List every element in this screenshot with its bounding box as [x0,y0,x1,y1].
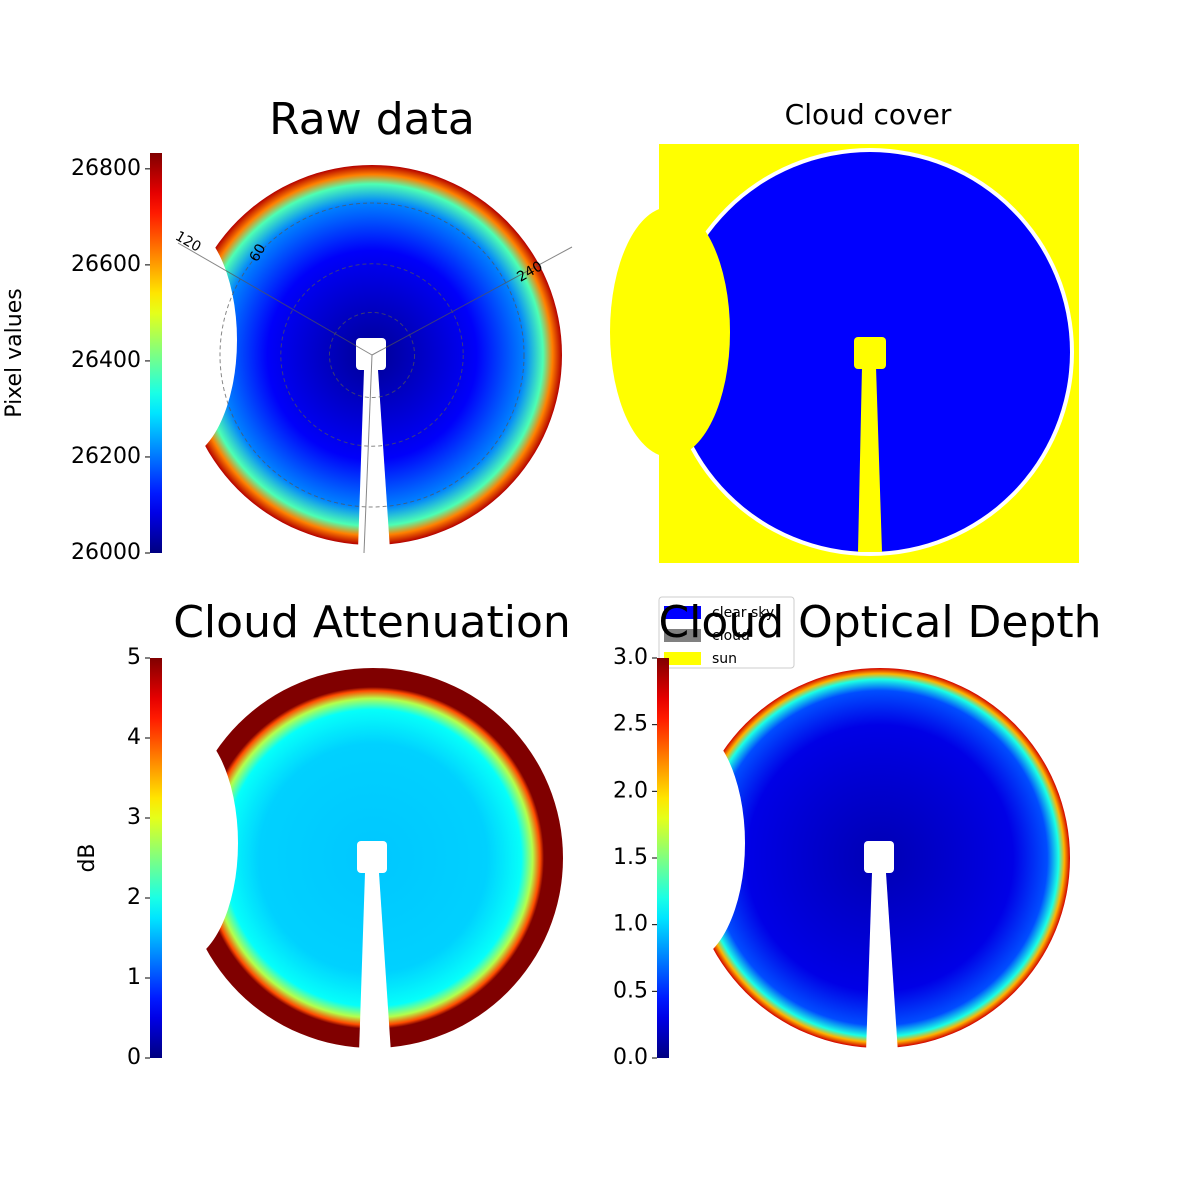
colorbar-tick-label: 3.0 [613,645,648,670]
colorbar-label: dB [75,843,100,872]
obstruction [625,723,745,963]
colorbar-label: Pixel values [2,288,27,417]
colorbar-tick-label: 1.0 [613,912,648,937]
colorbar-tick-label: 2.5 [613,712,648,737]
colorbar-tick-label: 1 [127,965,141,990]
polar-ray [177,242,373,356]
sun-post [858,367,882,552]
polar-circle [280,263,464,447]
colorbar-tick-label: 0 [127,1045,141,1070]
legend-label: cloud [712,628,750,644]
sky-image [625,668,1070,1053]
camera-post [866,873,898,1053]
legend-swatch [664,652,701,665]
panel-title: Cloud cover [785,98,952,131]
colorbar-tick-label: 26600 [71,252,141,277]
colorbar [150,153,162,553]
colorbar-tick-label: 26200 [71,444,141,469]
panel-title: Cloud Optical Depth [658,597,1101,648]
legend-label: clear sky [712,605,774,621]
sky-image [118,668,563,1053]
polar-ray [371,246,573,356]
colorbar-tick-label: 0.5 [613,978,648,1003]
polar-label: 60 [247,241,270,264]
colorbar-tick-label: 26000 [71,540,141,565]
colorbar-tick-label: 26400 [71,348,141,373]
colorbar-tick-label: 1.5 [613,845,648,870]
colorbar-tick-label: 4 [127,725,141,750]
camera-mount [357,841,387,873]
colorbar-tick-label: 3 [127,805,141,830]
colorbar-tick-label: 2 [127,885,141,910]
sun-mount [854,337,886,369]
polar-grid [177,202,573,554]
colorbar-tick-label: 5 [127,645,141,670]
colorbar-tick-label: 0.0 [613,1045,648,1070]
camera-mount [864,841,894,873]
legend-swatch [664,629,701,642]
obstruction [118,723,238,963]
colorbar-tick-label: 26800 [71,156,141,181]
obstruction [117,220,237,460]
colorbar [150,658,162,1058]
polar-circle [219,202,525,508]
panel-title: Raw data [269,94,475,145]
colorbar-tick-label: 2.0 [613,778,648,803]
camera-post [359,873,391,1053]
sun-notch [610,207,730,457]
polar-circle [328,311,416,399]
polar-ray [363,354,373,554]
legend-label: sun [712,651,737,667]
class-image [610,152,1070,552]
panel-title: Cloud Attenuation [173,597,571,648]
colorbar [657,658,669,1058]
legend-swatch [664,606,701,619]
